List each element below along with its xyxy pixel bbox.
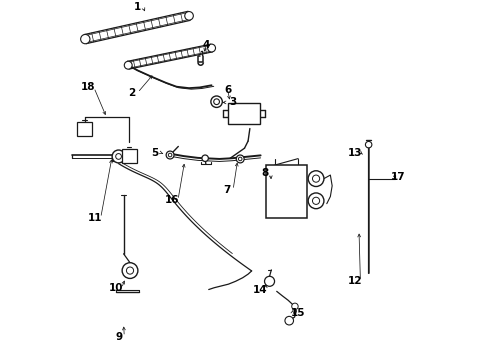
Text: 10: 10 [108,283,122,293]
Circle shape [236,155,244,163]
Text: 16: 16 [164,195,179,205]
Circle shape [112,150,125,163]
Text: 6: 6 [224,85,231,95]
Text: 7: 7 [223,185,230,195]
FancyBboxPatch shape [77,122,92,136]
Circle shape [365,141,371,148]
Text: 8: 8 [261,168,268,178]
Bar [265,165,306,218]
Circle shape [264,276,274,286]
Text: 18: 18 [81,82,95,93]
Text: 3: 3 [229,98,236,107]
Circle shape [210,96,222,107]
Text: 14: 14 [252,284,266,294]
Text: 2: 2 [128,88,135,98]
Text: 4: 4 [202,40,209,50]
Text: 9: 9 [115,332,122,342]
Text: 15: 15 [290,308,305,318]
Text: 11: 11 [87,213,102,223]
Text: 13: 13 [347,148,361,158]
Text: 17: 17 [389,172,404,182]
Circle shape [207,44,215,52]
Circle shape [307,171,323,186]
Circle shape [184,12,193,20]
Circle shape [307,193,323,209]
Circle shape [122,263,138,278]
Circle shape [202,155,208,161]
Circle shape [285,316,293,325]
Text: 12: 12 [347,276,361,286]
Circle shape [291,303,298,310]
FancyBboxPatch shape [122,149,137,162]
Text: 1: 1 [133,2,141,12]
Circle shape [166,151,174,159]
Circle shape [124,61,132,69]
Circle shape [81,35,90,44]
Text: 5: 5 [150,148,158,158]
Bar [228,103,259,124]
